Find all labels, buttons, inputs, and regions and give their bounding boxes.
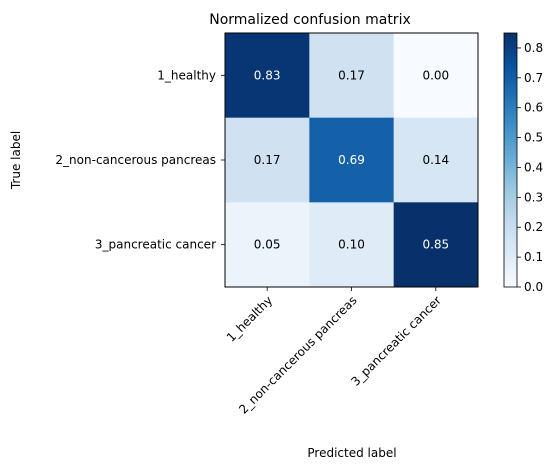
heatmap-cell [393, 202, 479, 288]
colorbar-tick-label: 0.4 [524, 160, 543, 174]
cell-value-label: 0.83 [254, 68, 281, 82]
cell-value-label: 0.69 [338, 153, 365, 167]
cell-value-label: 0.05 [254, 238, 281, 252]
heatmap-cell [225, 33, 310, 119]
colorbar-tick-label: 0.0 [524, 280, 543, 294]
colorbar-tick-label: 0.1 [524, 250, 543, 264]
heatmap-cell [393, 33, 479, 119]
y-tick-label: 3_pancreatic cancer [95, 238, 216, 252]
heatmap-cell [309, 33, 395, 119]
y-axis-label: True label [9, 131, 23, 190]
heatmap-cell [225, 117, 310, 203]
cell-value-label: 0.17 [338, 68, 365, 82]
cell-value-label: 0.17 [254, 153, 281, 167]
colorbar [503, 32, 518, 288]
colorbar-tick-label: 0.2 [524, 220, 543, 234]
colorbar-tick-label: 0.8 [524, 41, 543, 55]
x-tick-label: 1_healthy [224, 293, 275, 344]
cell-value-label: 0.00 [422, 68, 449, 82]
y-tick-label: 2_non-cancerous pancreas [55, 153, 216, 167]
heatmap-cells: 0.83 0.17 0.00 0.17 0.69 0.14 0.05 0.10 0.85 [225, 33, 479, 288]
cell-value-label: 0.14 [422, 153, 449, 167]
heatmap-cell [393, 117, 479, 203]
x-tick-label: 3_pancreatic cancer [348, 293, 444, 389]
chart-title: Normalized confusion matrix [209, 12, 411, 28]
y-tick-label: 1_healthy [157, 68, 216, 82]
colorbar-ticks: 0.0 0.1 0.2 0.3 0.4 0.5 0.6 0.7 0.8 [517, 41, 543, 294]
colorbar-tick-label: 0.6 [524, 101, 543, 115]
x-axis-label: Predicted label [307, 446, 396, 460]
heatmap-cell [225, 202, 310, 288]
heatmap-cell [309, 117, 395, 203]
colorbar-tick-label: 0.5 [524, 131, 543, 145]
colorbar-tick-label: 0.7 [524, 71, 543, 85]
cell-value-label: 0.10 [338, 238, 365, 252]
colorbar-tick-label: 0.3 [524, 190, 543, 204]
heatmap-cell [309, 202, 395, 288]
y-axis-ticks: 1_healthy 2_non-cancerous pancreas 3_pancr… [55, 68, 225, 252]
cell-value-label: 0.85 [422, 238, 449, 252]
